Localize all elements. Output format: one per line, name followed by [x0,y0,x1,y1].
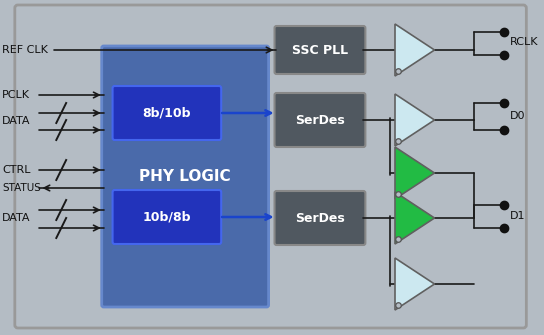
Polygon shape [395,192,435,244]
Polygon shape [395,258,435,310]
Text: DATA: DATA [2,213,30,223]
Text: SerDes: SerDes [295,211,345,224]
FancyBboxPatch shape [275,191,366,245]
FancyBboxPatch shape [113,86,221,140]
FancyBboxPatch shape [275,26,366,74]
Polygon shape [395,147,435,199]
Polygon shape [395,24,435,76]
Text: 10b/8b: 10b/8b [143,210,191,223]
Text: STATUS: STATUS [2,183,41,193]
Text: D0: D0 [510,111,525,121]
Text: PCLK: PCLK [2,90,30,100]
Text: DATA: DATA [2,116,30,126]
FancyBboxPatch shape [113,190,221,244]
Text: PHY LOGIC: PHY LOGIC [139,169,231,184]
FancyBboxPatch shape [15,5,527,328]
Text: REF CLK: REF CLK [2,45,48,55]
Text: CTRL: CTRL [2,165,30,175]
Text: 8b/10b: 8b/10b [143,107,191,120]
Polygon shape [395,94,435,146]
FancyBboxPatch shape [102,46,269,307]
FancyBboxPatch shape [275,93,366,147]
Text: D1: D1 [510,211,525,221]
Text: RCLK: RCLK [510,37,538,47]
Text: SerDes: SerDes [295,114,345,127]
Text: SSC PLL: SSC PLL [292,44,348,57]
